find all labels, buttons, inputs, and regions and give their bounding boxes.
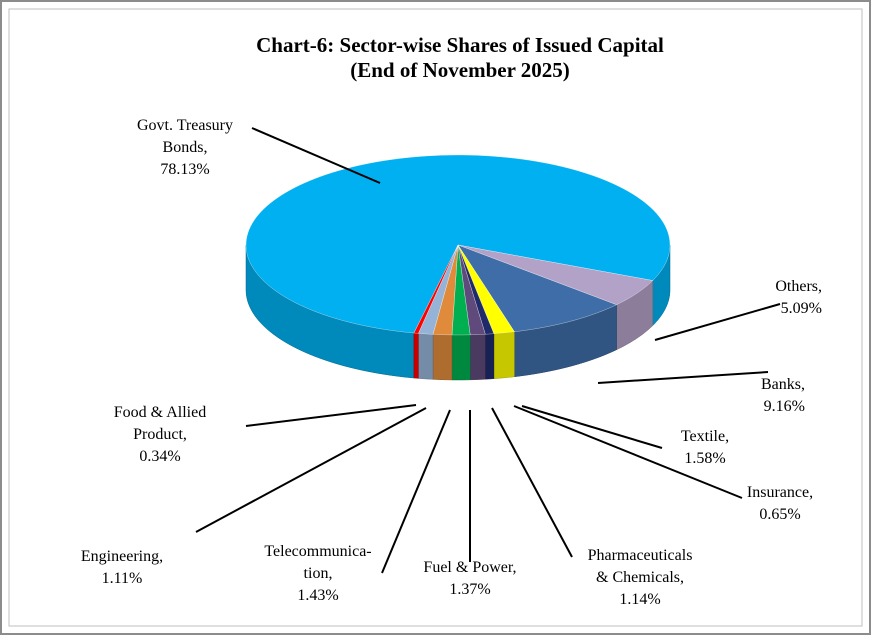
leader-line [597,371,769,384]
category-label: Engineering, [81,548,163,565]
chart-title: Chart-6: Sector-wise Shares of Issued Ca… [256,33,664,82]
value-label: 1.11% [102,570,143,587]
slice-side [485,333,495,380]
slice [413,244,459,334]
leader-line [381,409,451,574]
category-label: Others, [775,278,822,295]
category-label: Govt. Treasury Bonds, [137,117,233,156]
category-label: Banks, [761,376,805,393]
value-label: 0.34% [139,448,180,465]
category-label: Textile, [681,428,729,445]
value-label: 1.58% [684,450,725,467]
slice-side [451,334,471,381]
slice [245,154,671,334]
slice [457,244,617,332]
slice-side [493,331,515,379]
value-label: 9.16% [764,398,805,415]
category-label: Fuel & Power, [423,559,516,576]
leader-line [491,407,573,558]
value-label: 5.09% [781,300,822,317]
category-label: Telecommunica-tion, [264,543,371,582]
slice-side [469,333,486,381]
leader-line [245,404,417,427]
leader-line [521,405,663,449]
value-label: 78.13% [160,161,209,178]
leader-line [195,407,427,533]
leader-line [654,303,781,341]
category-label: Insurance, [747,484,813,501]
leader-line [513,405,743,499]
slice-side [418,333,434,380]
value-label: 1.14% [619,591,660,608]
value-label: 1.37% [449,581,490,598]
value-label: 0.65% [759,506,800,523]
leader-line [251,127,381,184]
slice-side [413,332,419,379]
category-label: Pharmaceuticals & Chemicals, [588,547,693,586]
slice-side [432,334,453,381]
category-label: Food & Allied Product, [114,404,206,443]
slice [457,244,654,305]
value-label: 1.43% [297,587,338,604]
